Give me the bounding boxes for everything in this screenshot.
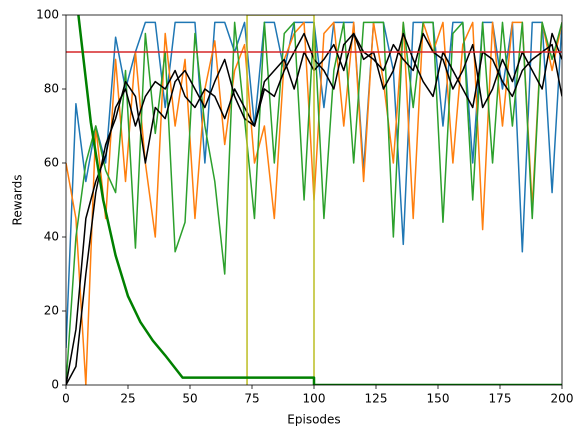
x-tick-label: 50 [182, 392, 197, 406]
y-tick-label: 20 [44, 304, 59, 318]
series-line [77, 15, 562, 385]
y-tick-label: 100 [36, 8, 59, 22]
x-tick-label: 25 [120, 392, 135, 406]
x-tick-label: 100 [303, 392, 326, 406]
y-tick-label: 40 [44, 230, 59, 244]
x-tick-label: 175 [489, 392, 512, 406]
x-tick-label: 125 [365, 392, 388, 406]
y-axis-label: Rewards [11, 175, 25, 226]
y-tick-label: 60 [44, 156, 59, 170]
x-axis-label: Episodes [287, 413, 340, 427]
x-tick-label: 150 [427, 392, 450, 406]
x-tick-label: 75 [244, 392, 259, 406]
x-tick-label: 200 [551, 392, 574, 406]
y-tick-label: 0 [51, 378, 59, 392]
series-line [246, 15, 562, 385]
y-tick-label: 80 [44, 82, 59, 96]
x-tick-label: 0 [62, 392, 70, 406]
plot-area [66, 15, 562, 385]
